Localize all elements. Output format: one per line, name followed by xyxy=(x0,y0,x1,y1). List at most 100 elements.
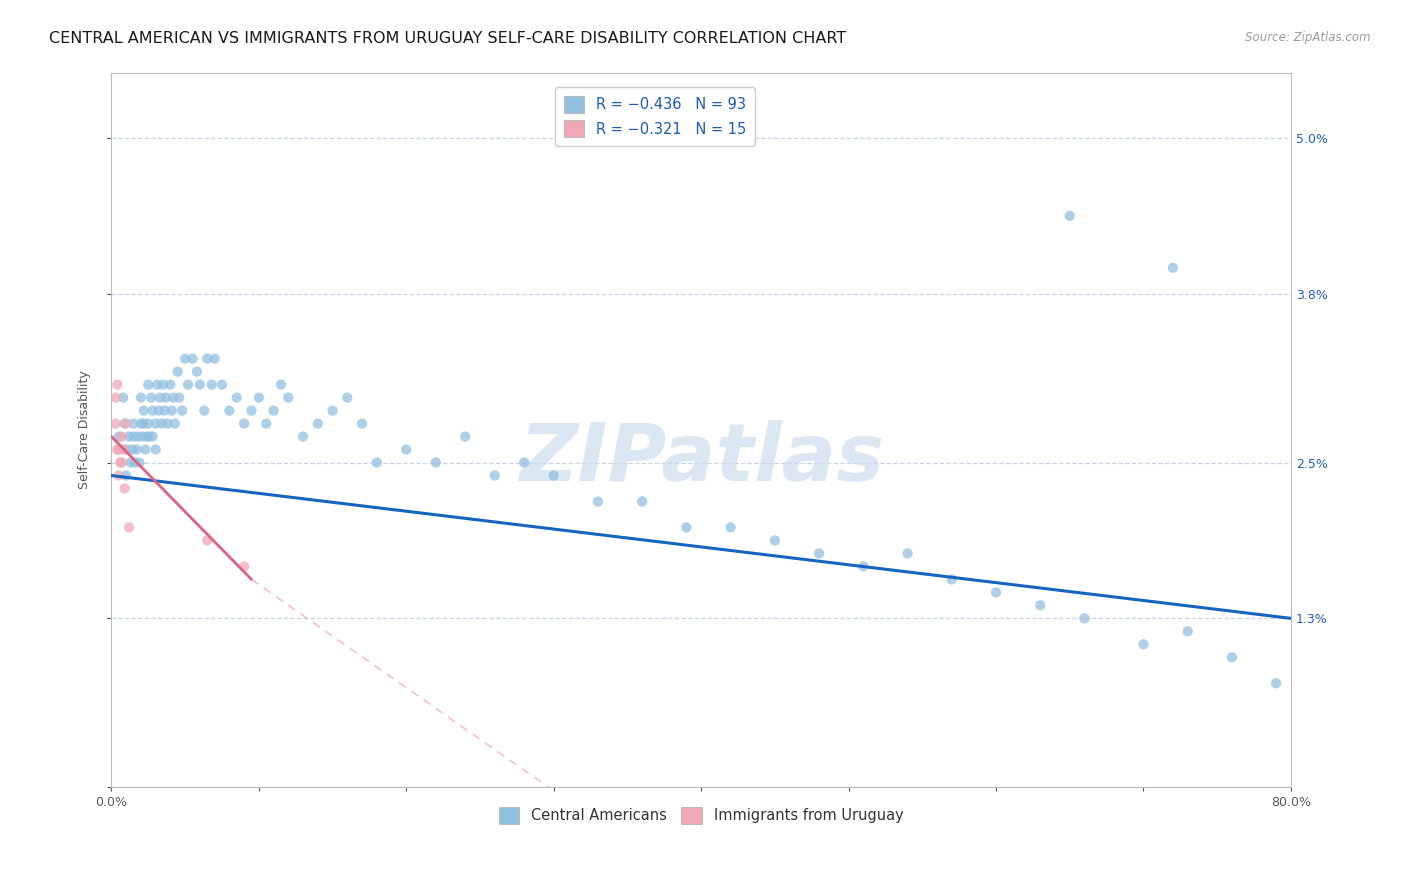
Point xyxy=(808,546,831,560)
Point xyxy=(115,417,138,431)
Point xyxy=(115,468,138,483)
Point xyxy=(128,456,150,470)
Point xyxy=(247,391,270,405)
Point xyxy=(134,442,156,457)
Point xyxy=(107,429,129,443)
Point xyxy=(425,456,447,470)
Point xyxy=(763,533,786,548)
Point xyxy=(1177,624,1199,639)
Point xyxy=(675,520,697,534)
Point xyxy=(111,456,134,470)
Point xyxy=(1220,650,1243,665)
Point xyxy=(136,417,159,431)
Point xyxy=(586,494,609,508)
Point xyxy=(125,442,148,457)
Point xyxy=(188,377,211,392)
Point xyxy=(135,429,157,443)
Point xyxy=(152,377,174,392)
Point xyxy=(105,377,128,392)
Point xyxy=(122,417,145,431)
Point xyxy=(110,456,132,470)
Point xyxy=(720,520,742,534)
Text: ZIPatlas: ZIPatlas xyxy=(519,419,883,498)
Point xyxy=(132,403,155,417)
Point xyxy=(136,377,159,392)
Point xyxy=(292,429,315,443)
Point xyxy=(254,417,277,431)
Point xyxy=(201,377,224,392)
Point xyxy=(366,456,388,470)
Point xyxy=(120,456,142,470)
Point xyxy=(142,403,165,417)
Point xyxy=(172,403,194,417)
Point xyxy=(150,417,173,431)
Point xyxy=(145,442,167,457)
Point xyxy=(195,351,218,366)
Point xyxy=(149,391,172,405)
Point xyxy=(124,456,146,470)
Point xyxy=(107,442,129,457)
Point xyxy=(131,429,153,443)
Point xyxy=(153,403,176,417)
Point xyxy=(307,417,329,431)
Point xyxy=(163,417,186,431)
Point xyxy=(211,377,233,392)
Point xyxy=(114,417,136,431)
Point xyxy=(132,417,155,431)
Point xyxy=(148,403,170,417)
Text: CENTRAL AMERICAN VS IMMIGRANTS FROM URUGUAY SELF-CARE DISABILITY CORRELATION CHA: CENTRAL AMERICAN VS IMMIGRANTS FROM URUG… xyxy=(49,31,846,46)
Point xyxy=(1073,611,1095,625)
Point xyxy=(118,429,141,443)
Point xyxy=(111,429,134,443)
Point xyxy=(142,429,165,443)
Legend: Central Americans, Immigrants from Uruguay: Central Americans, Immigrants from Urugu… xyxy=(494,801,910,830)
Point xyxy=(127,429,149,443)
Point xyxy=(263,403,285,417)
Point xyxy=(162,391,184,405)
Point xyxy=(336,391,359,405)
Point xyxy=(112,442,135,457)
Point xyxy=(233,559,256,574)
Point xyxy=(322,403,344,417)
Point xyxy=(277,391,299,405)
Point xyxy=(104,391,127,405)
Point xyxy=(233,417,256,431)
Point xyxy=(896,546,918,560)
Point xyxy=(484,468,506,483)
Point xyxy=(350,417,373,431)
Point xyxy=(1029,599,1052,613)
Point xyxy=(186,365,208,379)
Point xyxy=(181,351,204,366)
Point xyxy=(1132,637,1154,651)
Point xyxy=(160,403,183,417)
Point xyxy=(139,429,162,443)
Point xyxy=(1161,260,1184,275)
Point xyxy=(225,391,247,405)
Point xyxy=(193,403,215,417)
Y-axis label: Self-Care Disability: Self-Care Disability xyxy=(79,371,91,490)
Point xyxy=(204,351,226,366)
Point xyxy=(270,377,292,392)
Point xyxy=(129,417,152,431)
Point xyxy=(129,391,152,405)
Point xyxy=(395,442,418,457)
Point xyxy=(1265,676,1288,690)
Point xyxy=(121,442,143,457)
Point xyxy=(114,482,136,496)
Point xyxy=(195,533,218,548)
Point xyxy=(112,391,135,405)
Point xyxy=(454,429,477,443)
Point xyxy=(107,468,129,483)
Point xyxy=(218,403,240,417)
Point xyxy=(166,365,188,379)
Point xyxy=(543,468,565,483)
Point xyxy=(105,442,128,457)
Point xyxy=(177,377,200,392)
Point xyxy=(513,456,536,470)
Point xyxy=(159,377,181,392)
Point xyxy=(146,377,169,392)
Point xyxy=(1059,209,1081,223)
Point xyxy=(115,442,138,457)
Point xyxy=(104,417,127,431)
Point xyxy=(984,585,1007,599)
